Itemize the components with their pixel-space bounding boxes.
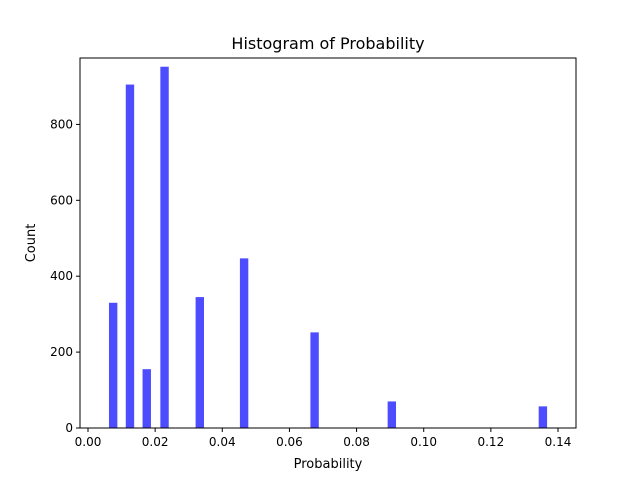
y-axis-label: Count xyxy=(24,224,39,263)
histogram-bar-5 xyxy=(239,258,249,428)
x-tick-label: 0.02 xyxy=(142,435,169,449)
histogram-bar-7 xyxy=(387,401,397,428)
y-tick-label: 200 xyxy=(50,345,73,359)
x-tick-label: 0.00 xyxy=(75,435,102,449)
x-tick-label: 0.12 xyxy=(477,435,504,449)
histogram-bar-1 xyxy=(125,84,135,429)
x-tick-label: 0.06 xyxy=(276,435,303,449)
x-tick-label: 0.08 xyxy=(343,435,370,449)
histogram-bar-4 xyxy=(195,297,204,428)
y-tick-label: 600 xyxy=(50,193,73,207)
chart-title: Histogram of Probability xyxy=(231,34,424,53)
y-tick-label: 400 xyxy=(50,269,73,283)
bars-group xyxy=(108,66,548,429)
y-tick-label: 800 xyxy=(50,117,73,131)
x-axis: 0.00 0.02 0.04 0.06 0.08 0.10 0.12 0.14 xyxy=(75,428,572,449)
histogram-bar-0 xyxy=(108,302,118,428)
y-axis: 0 200 400 600 800 xyxy=(50,117,80,435)
x-tick-label: 0.04 xyxy=(209,435,236,449)
x-tick-label: 0.14 xyxy=(545,435,572,449)
plot-frame xyxy=(79,57,577,429)
histogram-bar-3 xyxy=(160,66,169,428)
x-tick-label: 0.10 xyxy=(410,435,437,449)
y-tick-label: 0 xyxy=(65,421,73,435)
histogram-bar-6 xyxy=(310,332,319,428)
x-axis-label: Probability xyxy=(294,457,363,472)
histogram-bar-2 xyxy=(142,369,151,428)
histogram-bar-8 xyxy=(538,406,548,428)
